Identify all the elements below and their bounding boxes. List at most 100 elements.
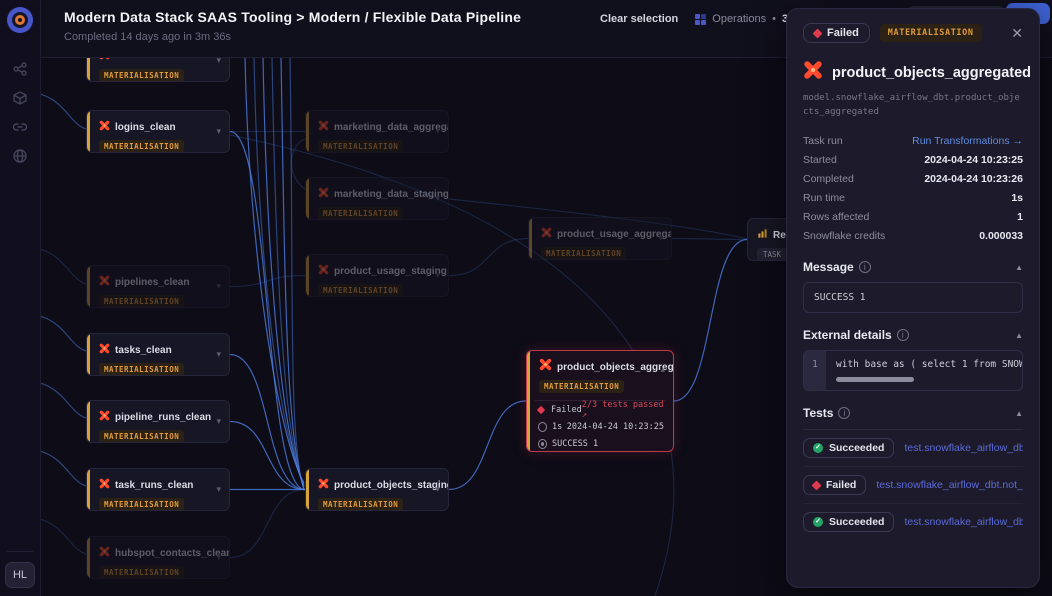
materialisation-stripe	[87, 111, 90, 152]
collapse-icon[interactable]: ▴	[660, 364, 665, 374]
node-card-hubspot_contacts_clean[interactable]: hubspot_contacts_clean ▾ MATERIALISATION	[86, 536, 230, 579]
check-circle-icon: ✓	[813, 443, 823, 453]
test-status-text: Succeeded	[829, 516, 885, 528]
dbt-icon	[318, 262, 329, 280]
powerbi-icon	[757, 226, 768, 244]
dbt-icon	[318, 118, 329, 136]
materialisation-badge: MATERIALISATION	[99, 69, 185, 81]
clock-icon	[538, 421, 547, 432]
info-icon[interactable]: i	[896, 329, 909, 341]
collapse-icon[interactable]: ▲	[1015, 408, 1023, 418]
node-card-selected[interactable]: product_objects_aggregated ▴ MATERIALISA…	[526, 350, 674, 452]
test-link[interactable]: test.snowflake_airflow_dbt.unique_pro	[904, 442, 1023, 454]
close-icon[interactable]: ✕	[1011, 25, 1023, 41]
test-status-pill: ✓ Succeeded	[803, 512, 895, 532]
expand-icon[interactable]: ▾	[435, 126, 440, 136]
node-detail-panel: Failed MATERIALISATION ✕ product_objects…	[786, 8, 1040, 588]
detail-label: Run time	[803, 191, 846, 204]
materialisation-badge: MATERIALISATION	[99, 498, 185, 510]
node-label: tasks_clean	[115, 344, 172, 356]
node-card-product_usage_aggregated[interactable]: product_usage_aggregated▾ MATERIALISATION	[528, 217, 672, 260]
stat-right[interactable]: 2/3 tests passed ↗	[581, 399, 664, 420]
node-card-pipeline_runs_clean[interactable]: pipeline_runs_clean ▾ MATERIALISATION	[86, 400, 230, 443]
status-pill: Failed	[803, 23, 870, 43]
materialisation-badge: MATERIALISATION	[99, 430, 185, 442]
detail-value-link[interactable]: Run Transformations →	[912, 134, 1023, 147]
node-label: marketing_data_aggregated	[334, 121, 448, 133]
info-icon[interactable]: i	[838, 407, 851, 419]
message-content: SUCCESS 1	[803, 282, 1023, 313]
node-card-top-partial[interactable]: ▾ MATERIALISATION	[86, 57, 230, 82]
horizontal-scrollbar[interactable]	[836, 377, 914, 382]
expand-icon[interactable]: ▾	[435, 270, 440, 280]
expand-icon[interactable]: ▾	[216, 57, 221, 65]
materialisation-stripe	[306, 178, 309, 219]
expand-icon[interactable]: ▾	[216, 281, 221, 291]
node-card-marketing_data_aggregated[interactable]: marketing_data_aggregated▾ MATERIALISATIO…	[305, 110, 449, 153]
expand-icon[interactable]: ▾	[216, 552, 221, 562]
collapse-icon[interactable]: ▲	[1015, 330, 1023, 340]
test-status-text: Succeeded	[829, 442, 885, 454]
detail-value: 2024-04-24 10:23:26	[924, 172, 1023, 185]
diamond-icon	[536, 405, 546, 414]
expand-icon[interactable]: ▾	[435, 193, 440, 203]
node-label: pipelines_clean	[115, 276, 190, 288]
link-icon[interactable]	[12, 119, 28, 135]
materialisation-stripe	[87, 266, 90, 307]
node-card-tasks_clean[interactable]: tasks_clean ▾ MATERIALISATION	[86, 333, 230, 376]
dag-icon[interactable]	[12, 61, 28, 77]
test-status-pill: ✓ Succeeded	[803, 438, 895, 458]
dbt-icon	[99, 544, 110, 562]
stat-right: 2024-04-24 10:23:25	[566, 421, 664, 432]
detail-row: Rows affected 1	[803, 207, 1023, 226]
external-details-heading: External details	[803, 328, 892, 342]
app-logo-icon[interactable]	[7, 7, 33, 33]
operations-counter: Operations • 35	[695, 13, 794, 25]
node-card-product_usage_staging[interactable]: product_usage_staging ▾ MATERIALISATION	[305, 254, 449, 297]
clear-selection-button[interactable]: Clear selection	[600, 13, 679, 25]
node-label: logins_clean	[115, 121, 176, 133]
tests-section: Tests i ▲ ✓ Succeeded test.snowflake_airfl…	[803, 406, 1023, 540]
materialisation-stripe	[87, 537, 90, 578]
node-card-pipelines_clean[interactable]: pipelines_clean ▾ MATERIALISATION	[86, 265, 230, 308]
node-card-task_runs_clean[interactable]: task_runs_clean ▾ MATERIALISATION	[86, 468, 230, 511]
info-icon[interactable]: i	[858, 261, 871, 273]
cube-icon[interactable]	[12, 90, 28, 106]
node-card-marketing_data_staging[interactable]: marketing_data_staging ▾ MATERIALISATION	[305, 177, 449, 220]
detail-row: Snowflake credits 0.000033	[803, 226, 1023, 245]
materialisation-badge: MATERIALISATION	[318, 498, 404, 510]
test-status-pill: Failed	[803, 475, 867, 495]
materialisation-stripe	[306, 469, 309, 510]
test-link[interactable]: test.snowflake_airflow_dbt.not_null_pr	[904, 516, 1023, 528]
collapse-icon[interactable]: ▲	[1015, 262, 1023, 272]
tests-heading: Tests	[803, 406, 834, 420]
expand-icon[interactable]: ▾	[216, 126, 221, 136]
detail-value: 1	[1017, 210, 1023, 223]
node-label: task_runs_clean	[115, 479, 194, 491]
expand-icon[interactable]: ▾	[216, 416, 221, 426]
dbt-icon	[539, 358, 552, 376]
dbt-icon	[803, 60, 823, 85]
stat-left: 1s	[552, 421, 563, 432]
test-row: ✓ Succeeded test.snowflake_airflow_dbt.not…	[803, 504, 1023, 540]
materialisation-stripe	[87, 401, 90, 442]
node-card-logins_clean[interactable]: logins_clean ▾ MATERIALISATION	[86, 110, 230, 153]
node-label: product_objects_aggregated	[557, 361, 674, 373]
globe-icon[interactable]	[12, 148, 28, 164]
detail-row: Task run Run Transformations →	[803, 131, 1023, 150]
node-label: pipeline_runs_clean	[115, 411, 212, 423]
expand-icon[interactable]: ▾	[216, 349, 221, 359]
user-avatar[interactable]: HL	[5, 562, 35, 588]
test-link[interactable]: test.snowflake_airflow_dbt.not_null_pr	[876, 479, 1023, 491]
dbt-icon	[99, 408, 110, 426]
materialisation-stripe	[527, 351, 530, 451]
node-card-product_objects_staging[interactable]: product_objects_staging ▾ MATERIALISATION	[305, 468, 449, 511]
graph-edges	[40, 57, 748, 596]
expand-icon[interactable]: ▾	[216, 484, 221, 494]
materialisation-badge: MATERIALISATION	[879, 24, 982, 42]
stat-left: SUCCESS 1	[552, 438, 599, 449]
expand-icon[interactable]: ▾	[658, 233, 663, 243]
materialisation-stripe	[87, 334, 90, 375]
dbt-icon	[99, 273, 110, 291]
expand-icon[interactable]: ▾	[435, 484, 440, 494]
